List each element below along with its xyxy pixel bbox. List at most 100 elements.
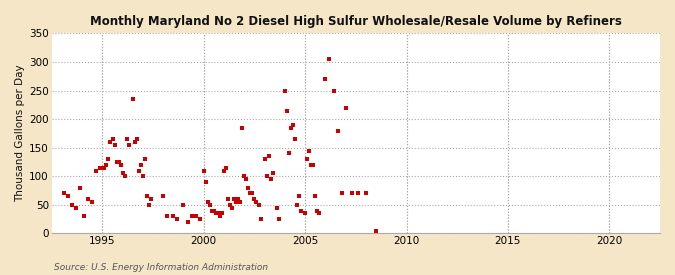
Point	[79, 214, 90, 219]
Point	[310, 194, 321, 199]
Point	[75, 186, 86, 190]
Point	[284, 151, 294, 156]
Point	[211, 211, 221, 216]
Point	[324, 57, 335, 61]
Point	[288, 123, 298, 127]
Point	[217, 211, 227, 216]
Point	[306, 163, 317, 167]
Point	[59, 191, 70, 196]
Point	[144, 203, 155, 207]
Point	[231, 200, 242, 204]
Point	[219, 168, 230, 173]
Point	[243, 186, 254, 190]
Point	[271, 205, 282, 210]
Point	[119, 174, 130, 178]
Point	[215, 214, 225, 219]
Point	[340, 106, 351, 110]
Point	[205, 203, 215, 207]
Point	[221, 166, 232, 170]
Point	[146, 197, 157, 201]
Point	[190, 214, 201, 219]
Point	[314, 211, 325, 216]
Point	[263, 154, 274, 158]
Point	[312, 208, 323, 213]
Point	[209, 208, 219, 213]
Text: Source: U.S. Energy Information Administration: Source: U.S. Energy Information Administ…	[54, 263, 268, 272]
Point	[115, 163, 126, 167]
Point	[122, 137, 132, 141]
Point	[198, 168, 209, 173]
Point	[245, 191, 256, 196]
Point	[113, 160, 124, 164]
Point	[261, 174, 272, 178]
Point	[227, 205, 238, 210]
Point	[267, 171, 278, 176]
Point	[134, 168, 144, 173]
Point	[99, 166, 110, 170]
Point	[255, 217, 266, 221]
Point	[158, 194, 169, 199]
Point	[237, 125, 248, 130]
Point	[302, 157, 313, 161]
Point	[83, 197, 94, 201]
Point	[241, 177, 252, 181]
Point	[332, 128, 343, 133]
Point	[87, 200, 98, 204]
Point	[223, 197, 234, 201]
Point	[308, 163, 319, 167]
Point	[229, 197, 240, 201]
Point	[304, 148, 315, 153]
Point	[290, 137, 300, 141]
Point	[247, 191, 258, 196]
Point	[63, 194, 74, 199]
Point	[360, 191, 371, 196]
Point	[320, 77, 331, 81]
Title: Monthly Maryland No 2 Diesel High Sulfur Wholesale/Resale Volume by Refiners: Monthly Maryland No 2 Diesel High Sulfur…	[90, 15, 622, 28]
Point	[194, 217, 205, 221]
Point	[168, 214, 179, 219]
Point	[265, 177, 276, 181]
Point	[105, 140, 116, 144]
Point	[225, 203, 236, 207]
Point	[273, 217, 284, 221]
Point	[109, 143, 120, 147]
Point	[346, 191, 357, 196]
Point	[233, 197, 244, 201]
Point	[239, 174, 250, 178]
Point	[117, 171, 128, 176]
Point	[91, 168, 102, 173]
Point	[352, 191, 363, 196]
Point	[67, 203, 78, 207]
Point	[128, 97, 138, 101]
Point	[130, 140, 140, 144]
Point	[103, 157, 114, 161]
Point	[172, 217, 183, 221]
Point	[251, 200, 262, 204]
Point	[249, 197, 260, 201]
Point	[132, 137, 142, 141]
Point	[138, 174, 148, 178]
Point	[178, 203, 189, 207]
Point	[107, 137, 118, 141]
Point	[371, 229, 381, 233]
Point	[182, 220, 193, 224]
Point	[142, 194, 153, 199]
Point	[292, 203, 302, 207]
Point	[281, 108, 292, 113]
Point	[162, 214, 173, 219]
Point	[294, 194, 304, 199]
Y-axis label: Thousand Gallons per Day: Thousand Gallons per Day	[15, 65, 25, 202]
Point	[336, 191, 347, 196]
Point	[202, 200, 213, 204]
Point	[235, 200, 246, 204]
Point	[286, 125, 296, 130]
Point	[300, 211, 310, 216]
Point	[124, 143, 134, 147]
Point	[207, 208, 217, 213]
Point	[279, 88, 290, 93]
Point	[259, 157, 270, 161]
Point	[140, 157, 151, 161]
Point	[111, 160, 122, 164]
Point	[186, 214, 197, 219]
Point	[328, 88, 339, 93]
